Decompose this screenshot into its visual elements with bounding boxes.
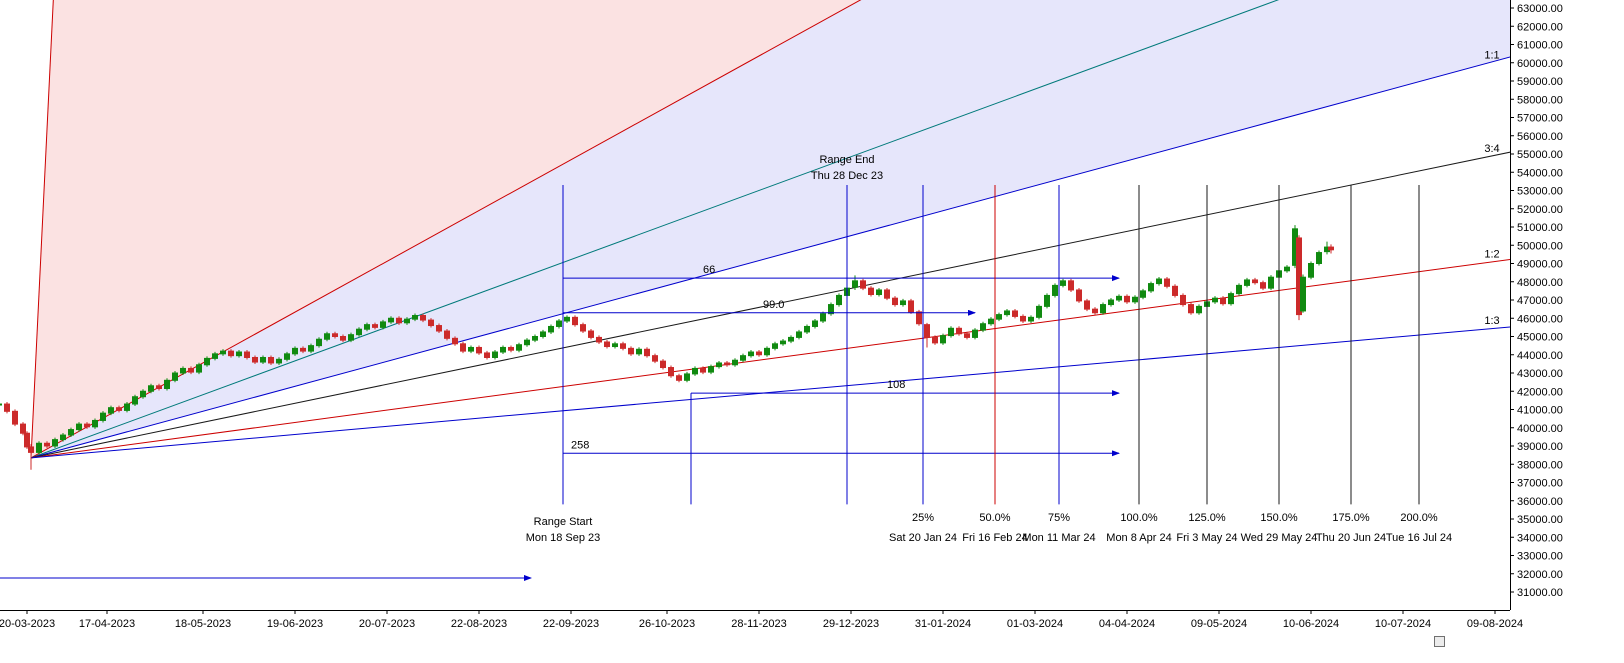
svg-text:Tue 16 Jul 24: Tue 16 Jul 24 (1386, 532, 1452, 544)
svg-text:1:1: 1:1 (1484, 50, 1499, 62)
svg-text:Sat 20 Jan 24: Sat 20 Jan 24 (889, 532, 957, 544)
svg-text:62000.00: 62000.00 (1517, 21, 1563, 33)
svg-text:50.0%: 50.0% (979, 512, 1010, 524)
svg-text:20-07-2023: 20-07-2023 (359, 618, 415, 630)
svg-text:10-07-2024: 10-07-2024 (1375, 618, 1431, 630)
svg-text:31000.00: 31000.00 (1517, 587, 1563, 599)
svg-text:41000.00: 41000.00 (1517, 405, 1563, 417)
svg-text:26-10-2023: 26-10-2023 (639, 618, 695, 630)
svg-text:01-03-2024: 01-03-2024 (1007, 618, 1063, 630)
price-axis-scale: 63000.00 62000.00 61000.00 60000.00 59000.00… (1510, 0, 1563, 610)
svg-text:36000.00: 36000.00 (1517, 496, 1563, 508)
svg-text:47000.00: 47000.00 (1517, 295, 1563, 307)
svg-text:100.0%: 100.0% (1120, 512, 1158, 524)
svg-text:22-08-2023: 22-08-2023 (451, 618, 507, 630)
svg-text:17-04-2023: 17-04-2023 (79, 618, 135, 630)
svg-text:45000.00: 45000.00 (1517, 332, 1563, 344)
svg-text:Mon 8 Apr 24: Mon 8 Apr 24 (1106, 532, 1171, 544)
svg-text:200.0%: 200.0% (1400, 512, 1438, 524)
scrollbar-thumb-icon[interactable] (1434, 636, 1445, 647)
svg-text:42000.00: 42000.00 (1517, 386, 1563, 398)
svg-text:37000.00: 37000.00 (1517, 478, 1563, 490)
svg-text:32000.00: 32000.00 (1517, 569, 1563, 581)
svg-text:49000.00: 49000.00 (1517, 259, 1563, 271)
svg-text:50000.00: 50000.00 (1517, 240, 1563, 252)
svg-text:29-12-2023: 29-12-2023 (823, 618, 879, 630)
svg-text:1:3: 1:3 (1484, 315, 1499, 327)
svg-text:33000.00: 33000.00 (1517, 551, 1563, 563)
svg-text:61000.00: 61000.00 (1517, 40, 1563, 52)
svg-text:60000.00: 60000.00 (1517, 58, 1563, 70)
svg-text:150.0%: 150.0% (1260, 512, 1298, 524)
svg-text:1:2: 1:2 (1484, 249, 1499, 261)
svg-text:Thu 20 Jun 24: Thu 20 Jun 24 (1316, 532, 1386, 544)
svg-text:175.0%: 175.0% (1332, 512, 1370, 524)
svg-text:Mon 11 Mar 24: Mon 11 Mar 24 (1022, 532, 1095, 544)
svg-text:48000.00: 48000.00 (1517, 277, 1563, 289)
svg-text:58000.00: 58000.00 (1517, 94, 1563, 106)
svg-text:46000.00: 46000.00 (1517, 313, 1563, 325)
svg-text:39000.00: 39000.00 (1517, 441, 1563, 453)
svg-text:28-11-2023: 28-11-2023 (731, 618, 786, 630)
chart-canvas: 1:1 3:4 1:2 1:3 66 99.0 108 258 25% Sat 20 Jan 24… (0, 0, 1510, 581)
svg-text:51000.00: 51000.00 (1517, 222, 1563, 234)
svg-text:10-06-2024: 10-06-2024 (1283, 618, 1339, 630)
svg-text:Mon 18 Sep 23: Mon 18 Sep 23 (526, 532, 601, 544)
price-chart-plot[interactable]: 1:1 3:4 1:2 1:3 66 99.0 108 258 25% Sat 20 Jan 24… (0, 0, 1510, 610)
svg-text:18-05-2023: 18-05-2023 (175, 618, 231, 630)
svg-text:53000.00: 53000.00 (1517, 186, 1563, 198)
svg-text:57000.00: 57000.00 (1517, 113, 1563, 125)
svg-text:55000.00: 55000.00 (1517, 149, 1563, 161)
price-axis[interactable]: 63000.00 62000.00 61000.00 60000.00 59000.00… (1510, 0, 1624, 610)
svg-text:20-03-2023: 20-03-2023 (0, 618, 55, 630)
svg-text:Fri 3 May 24: Fri 3 May 24 (1176, 532, 1237, 544)
svg-text:22-09-2023: 22-09-2023 (543, 618, 599, 630)
svg-text:19-06-2023: 19-06-2023 (267, 618, 323, 630)
svg-text:04-04-2024: 04-04-2024 (1099, 618, 1155, 630)
svg-text:63000.00: 63000.00 (1517, 3, 1563, 15)
svg-text:59000.00: 59000.00 (1517, 76, 1563, 88)
svg-text:34000.00: 34000.00 (1517, 532, 1563, 544)
svg-text:Range End: Range End (819, 154, 874, 166)
svg-text:99.0: 99.0 (763, 299, 784, 311)
svg-text:258: 258 (571, 439, 589, 451)
svg-text:Range Start: Range Start (534, 516, 593, 528)
svg-text:Thu 28 Dec 23: Thu 28 Dec 23 (811, 170, 883, 182)
svg-text:125.0%: 125.0% (1188, 512, 1226, 524)
svg-text:40000.00: 40000.00 (1517, 423, 1563, 435)
svg-text:31-01-2024: 31-01-2024 (915, 618, 971, 630)
candles-layer (0, 225, 1334, 470)
svg-text:Wed 29 May 24: Wed 29 May 24 (1241, 532, 1318, 544)
svg-text:44000.00: 44000.00 (1517, 350, 1563, 362)
date-axis[interactable]: 20-03-2023 17-04-2023 18-05-2023 19-06-2023… (0, 610, 1624, 663)
svg-text:09-05-2024: 09-05-2024 (1191, 618, 1247, 630)
svg-text:75%: 75% (1048, 512, 1070, 524)
svg-text:43000.00: 43000.00 (1517, 368, 1563, 380)
svg-text:35000.00: 35000.00 (1517, 514, 1563, 526)
svg-text:54000.00: 54000.00 (1517, 167, 1563, 179)
svg-text:Fri 16 Feb 24: Fri 16 Feb 24 (962, 532, 1027, 544)
svg-text:56000.00: 56000.00 (1517, 131, 1563, 143)
date-axis-scale: 20-03-2023 17-04-2023 18-05-2023 19-06-2023… (0, 610, 1523, 630)
svg-text:09-08-2024: 09-08-2024 (1467, 618, 1523, 630)
svg-text:25%: 25% (912, 512, 934, 524)
svg-text:38000.00: 38000.00 (1517, 459, 1563, 471)
svg-text:52000.00: 52000.00 (1517, 204, 1563, 216)
svg-text:3:4: 3:4 (1484, 143, 1499, 155)
svg-text:66: 66 (703, 264, 715, 276)
svg-text:108: 108 (887, 379, 905, 391)
